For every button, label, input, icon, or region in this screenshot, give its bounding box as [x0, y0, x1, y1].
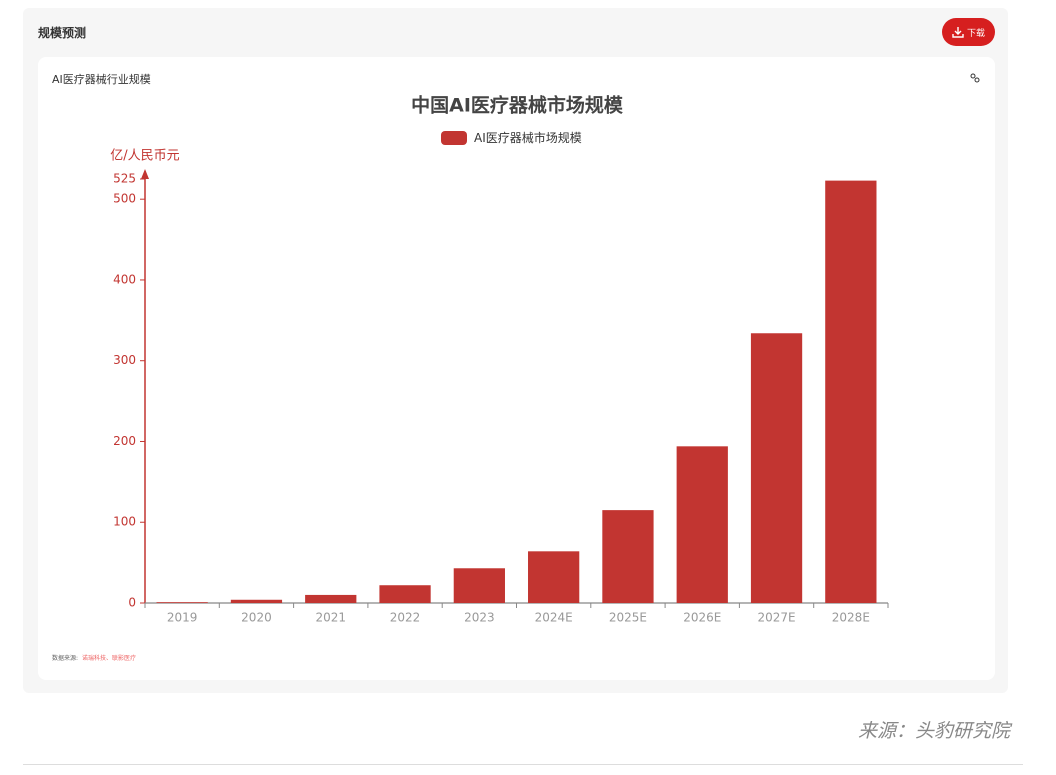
y-tick-label: 500: [113, 192, 136, 206]
x-tick-label: 2026E: [683, 611, 721, 625]
y-tick-label: 200: [113, 434, 136, 448]
bar: [156, 602, 208, 603]
y-tick-label: 100: [113, 515, 136, 529]
bar: [453, 568, 505, 603]
legend-swatch: [441, 131, 467, 145]
y-tick-label: 525: [113, 172, 136, 186]
legend-label: AI医疗器械市场规模: [474, 130, 582, 145]
download-icon: [952, 27, 964, 38]
y-axis-arrow: [141, 169, 149, 179]
y-tick-label: 300: [113, 353, 136, 367]
card-title: AI医疗器械行业规模: [52, 73, 151, 86]
bar: [676, 446, 728, 603]
bar: [825, 180, 877, 603]
source-names: 诺瑞科技、联影医疗: [82, 655, 137, 662]
y-tick-label: 0: [128, 596, 136, 610]
x-tick-label: 2024E: [535, 611, 573, 625]
footer-source: 来源：头豹研究院: [857, 720, 1010, 742]
bar: [379, 585, 431, 603]
y-axis-label: 亿/人民币元: [110, 149, 179, 164]
x-tick-label: 2020: [241, 611, 272, 625]
x-tick-label: 2028E: [832, 611, 870, 625]
bar: [305, 594, 357, 603]
restore-icon[interactable]: [970, 73, 980, 83]
x-tick-label: 2025E: [609, 611, 647, 625]
bar: [230, 599, 283, 603]
source-label: 数据来源:: [52, 655, 79, 662]
chart-title: 中国AI医疗器械市场规模: [411, 94, 624, 117]
x-tick-label: 2019: [167, 611, 198, 625]
x-tick-label: 2023: [464, 611, 495, 625]
data-source: 数据来源: 诺瑞科技、联影医疗: [52, 653, 136, 662]
x-tick-label: 2022: [390, 611, 421, 625]
download-button[interactable]: 下载: [942, 18, 995, 46]
header-title: 规模预测: [38, 26, 87, 40]
bar: [602, 510, 654, 603]
download-label: 下载: [966, 28, 985, 39]
bar: [528, 551, 580, 603]
bar: [750, 333, 803, 603]
y-tick-label: 400: [113, 272, 136, 286]
divider: [23, 764, 1023, 765]
x-tick-label: 2021: [315, 611, 346, 625]
x-tick-label: 2027E: [757, 611, 795, 625]
